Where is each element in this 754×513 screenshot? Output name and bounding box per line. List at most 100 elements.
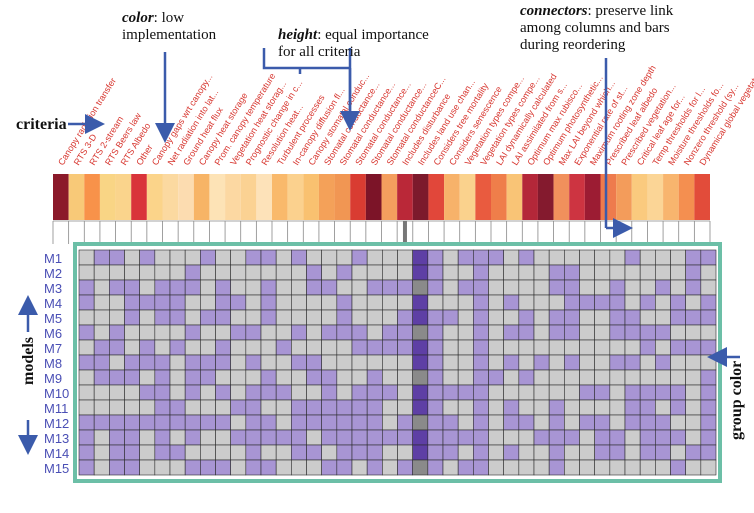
matrix-cell	[109, 264, 125, 281]
matrix-cell	[427, 264, 444, 281]
matrix-cell	[564, 429, 580, 446]
matrix-cell	[518, 369, 535, 386]
matrix-cell	[78, 429, 95, 446]
matrix-cell	[260, 429, 277, 446]
matrix-cell	[382, 384, 398, 401]
matrix-cell	[382, 414, 398, 431]
matrix-cell	[533, 414, 550, 431]
matrix-cell	[321, 444, 338, 461]
matrix-cell	[154, 429, 171, 446]
matrix-cell	[169, 429, 186, 446]
matrix-cell	[184, 459, 201, 476]
matrix-cell	[457, 294, 474, 311]
matrix-cell	[397, 369, 413, 386]
matrix-cell	[382, 444, 398, 461]
matrix-cell	[93, 264, 110, 281]
matrix-cell	[351, 294, 368, 311]
matrix-cell	[169, 354, 186, 371]
matrix-cell	[503, 294, 520, 311]
matrix-cell	[184, 429, 201, 446]
matrix-cell	[564, 459, 580, 476]
matrix-cell	[700, 459, 717, 476]
matrix-cell	[291, 309, 307, 326]
matrix-cell	[594, 249, 611, 266]
matrix-cell	[457, 309, 474, 326]
matrix-cell	[624, 399, 641, 416]
matrix-cell	[457, 339, 474, 356]
criteria-color-bar	[381, 174, 398, 220]
matrix-cell	[215, 309, 231, 326]
matrix-cell	[139, 264, 156, 281]
matrix-cell	[518, 384, 535, 401]
matrix-cell	[230, 354, 247, 371]
matrix-cell	[442, 429, 459, 446]
matrix-cell	[639, 324, 656, 341]
matrix-cell	[639, 459, 656, 476]
criteria-color-bar	[303, 174, 319, 220]
matrix-cell	[412, 459, 429, 476]
matrix-cell	[639, 384, 656, 401]
matrix-cell	[321, 399, 338, 416]
matrix-cell	[124, 384, 140, 401]
matrix-cell	[397, 264, 413, 281]
matrix-cell	[624, 429, 641, 446]
matrix-cell	[245, 309, 262, 326]
matrix-cell	[109, 384, 125, 401]
matrix-cell	[533, 294, 550, 311]
matrix-cell	[230, 429, 247, 446]
matrix-cell	[412, 429, 429, 446]
matrix-cell	[382, 429, 398, 446]
matrix-cell	[700, 414, 717, 431]
matrix-cell	[351, 399, 368, 416]
matrix-cell	[169, 309, 186, 326]
model-label: M15	[44, 461, 69, 476]
matrix-cell	[154, 264, 171, 281]
matrix-cell	[655, 354, 671, 371]
matrix-cell	[351, 429, 368, 446]
matrix-cell	[93, 369, 110, 386]
matrix-cell	[230, 414, 247, 431]
matrix-cell	[518, 339, 535, 356]
model-label: M9	[44, 371, 62, 386]
matrix-cell	[93, 354, 110, 371]
matrix-cell	[533, 399, 550, 416]
matrix-cell	[336, 429, 353, 446]
model-label: M7	[44, 341, 62, 356]
matrix-cell	[109, 459, 125, 476]
matrix-cell	[488, 354, 504, 371]
matrix-cell	[275, 324, 292, 341]
criteria-color-bar	[663, 174, 679, 220]
matrix-cell	[533, 309, 550, 326]
matrix-cell	[685, 444, 702, 461]
matrix-cell	[488, 309, 504, 326]
matrix-cell	[457, 414, 474, 431]
matrix-cell	[488, 444, 504, 461]
criteria-color-bar	[569, 174, 585, 220]
model-label: M11	[44, 401, 68, 416]
matrix-cell	[154, 249, 171, 266]
matrix-cell	[321, 279, 338, 296]
matrix-cell	[382, 369, 398, 386]
matrix-cell	[245, 324, 262, 341]
matrix-cell	[700, 399, 717, 416]
matrix-cell	[139, 384, 156, 401]
matrix-cell	[215, 264, 231, 281]
matrix-cell	[564, 249, 580, 266]
matrix-cell	[291, 444, 307, 461]
matrix-cell	[154, 279, 171, 296]
matrix-cell	[639, 444, 656, 461]
connectors-annotation: connectors: preserve link among columns …	[520, 3, 673, 54]
matrix-cell	[397, 249, 413, 266]
matrix-cell	[336, 309, 353, 326]
matrix-cell	[200, 354, 216, 371]
matrix-cell	[200, 339, 216, 356]
matrix-cell	[124, 399, 140, 416]
matrix-cell	[548, 309, 565, 326]
matrix-cell	[548, 429, 565, 446]
matrix-cell	[275, 339, 292, 356]
matrix-cell	[548, 324, 565, 341]
matrix-cell	[518, 294, 535, 311]
matrix-cell	[245, 294, 262, 311]
matrix-cell	[518, 429, 535, 446]
model-label: M2	[44, 266, 62, 281]
